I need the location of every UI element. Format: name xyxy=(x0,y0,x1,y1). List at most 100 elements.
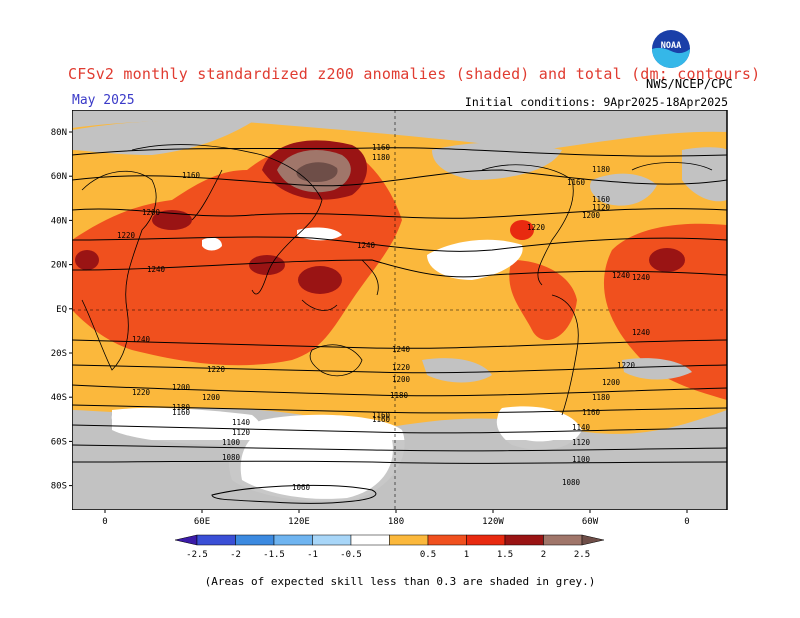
low-skill-area xyxy=(432,142,562,180)
colorbar-tick-label: 2 xyxy=(541,550,546,560)
contour-label: 1200 xyxy=(582,211,601,220)
contour-label: 1240 xyxy=(612,271,631,280)
anomaly-core xyxy=(649,248,685,272)
colorbar-segment xyxy=(389,534,429,546)
anomaly-band-moderate-na xyxy=(509,260,577,340)
colorbar-segment xyxy=(312,534,352,546)
contour-label: 1220 xyxy=(207,365,226,374)
neutral-area xyxy=(297,227,342,241)
neutral-area xyxy=(497,406,577,442)
anomaly-core xyxy=(298,266,342,294)
contour-label: 1240 xyxy=(132,335,151,344)
colorbar-tick-label: -1 xyxy=(307,550,318,560)
contour-label: 1160 xyxy=(182,171,201,180)
anomaly-core xyxy=(510,220,534,240)
colorbar-segment xyxy=(427,534,467,546)
contour-label: 1160 xyxy=(372,411,391,420)
lon-label: 60W xyxy=(582,517,599,527)
contour-label: 1120 xyxy=(572,438,591,447)
low-skill-area xyxy=(590,173,657,206)
contour-label: 1120 xyxy=(232,428,251,437)
colorbar-segment xyxy=(196,534,236,546)
coastlines xyxy=(81,144,713,416)
colorbar-segment xyxy=(174,534,198,546)
map-title: CFSv2 monthly standardized z200 anomalie… xyxy=(68,65,761,83)
lat-label: 80N xyxy=(51,128,67,138)
neutral-area xyxy=(240,425,393,499)
colorbar-tick-label: -2.5 xyxy=(186,550,208,560)
anomaly-map: 1160 1160 1200 1220 1240 1240 1240 1240 1220 1200… xyxy=(71,109,732,514)
lat-label: 20S xyxy=(51,349,67,359)
lat-label: 20N xyxy=(51,261,67,271)
low-skill-area xyxy=(72,440,727,510)
low-skill-area xyxy=(682,147,727,202)
low-skill-area xyxy=(422,358,492,383)
contour-label: 1180 xyxy=(592,393,611,402)
lat-label: 40N xyxy=(51,216,67,226)
contour-label: 1160 xyxy=(582,408,601,417)
colorbar-tick-label: -0.5 xyxy=(340,550,362,560)
contour-label: 1100 xyxy=(572,455,591,464)
contour-label: 1220 xyxy=(617,361,636,370)
lon-label: 120W xyxy=(482,517,504,527)
lon-label: 120E xyxy=(288,517,310,527)
lat-label: EQ xyxy=(56,305,67,315)
neutral-area xyxy=(202,237,222,251)
low-skill-area xyxy=(622,358,692,380)
colorbar-segment xyxy=(504,534,544,546)
colorbar-tick-label: -1.5 xyxy=(263,550,285,560)
colorbar-segment xyxy=(543,534,583,546)
lon-label: 60E xyxy=(194,517,210,527)
contour-label: 1240 xyxy=(632,273,651,282)
anomaly-ridge-inner xyxy=(296,162,338,182)
colorbar: -2.5 -2 -1.5 -1 -0.5 0.5 1 1.5 2 2.5 xyxy=(172,533,632,567)
contour-label: 1140 xyxy=(572,423,591,432)
lon-label: 180 xyxy=(388,517,404,527)
lon-label: 0 xyxy=(102,517,107,527)
contour-label: 1180 xyxy=(372,153,391,162)
contour-label: 1200 xyxy=(602,378,621,387)
contour-label: 1160 xyxy=(172,408,191,417)
contour-label: 1200 xyxy=(172,383,191,392)
lat-label: 60N xyxy=(51,172,67,182)
colorbar-segment xyxy=(273,534,313,546)
contour-label: 1200 xyxy=(142,208,161,217)
anomaly-core xyxy=(152,210,192,230)
lon-label: 0 xyxy=(684,517,689,527)
contour-label: 1240 xyxy=(632,328,651,337)
anomaly-band-moderate-west xyxy=(603,223,727,400)
neutral-area xyxy=(427,239,523,280)
agency-label: NWS/NCEP/CPC xyxy=(646,77,733,91)
contour-label: 1220 xyxy=(527,223,546,232)
contour-label: 1120 xyxy=(592,203,611,212)
contour-label: 1200 xyxy=(202,393,221,402)
lat-label: 60S xyxy=(51,437,67,447)
lat-label: 40S xyxy=(51,393,67,403)
contour-label: 1060 xyxy=(292,483,311,492)
anomaly-core xyxy=(75,250,99,270)
colorbar-tick-label: -2 xyxy=(230,550,241,560)
contour-label: 1180 xyxy=(592,165,611,174)
contour-label: 1080 xyxy=(562,478,581,487)
colorbar-segment xyxy=(235,534,275,546)
low-skill-area xyxy=(72,120,252,155)
contour-label: 1160 xyxy=(567,178,586,187)
colorbar-tick-label: 0.5 xyxy=(420,550,436,560)
contour-label: 1220 xyxy=(392,363,411,372)
colorbar-segment xyxy=(466,534,506,546)
neutral-area xyxy=(111,412,222,437)
contour-label: 1160 xyxy=(372,415,391,424)
contour-label: 1080 xyxy=(222,453,241,462)
colorbar-segment xyxy=(581,534,605,546)
contour-label: 1180 xyxy=(390,391,409,400)
colorbar-tick-label: 1.5 xyxy=(497,550,513,560)
contour-label: 1220 xyxy=(117,231,136,240)
noaa-logo: NOAA xyxy=(651,29,691,73)
colorbar-tick-label: 1 xyxy=(464,550,469,560)
contour-label: 1240 xyxy=(147,265,166,274)
contour-label: 1200 xyxy=(392,375,411,384)
logo-text: NOAA xyxy=(661,41,681,51)
anomaly-core xyxy=(249,255,285,275)
height-contours xyxy=(72,147,727,504)
footnote: (Areas of expected skill less than 0.3 a… xyxy=(204,575,596,588)
